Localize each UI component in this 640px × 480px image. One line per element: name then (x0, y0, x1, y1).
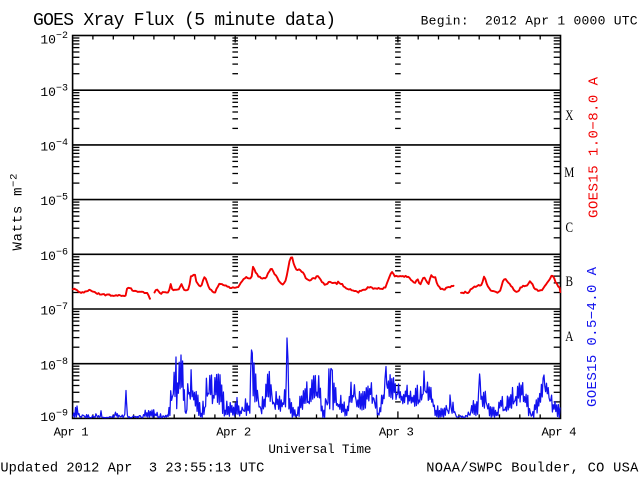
svg-text:Updated 2012 Apr 3 23:55:13 U: Updated 2012 Apr 3 23:55:13 UTC (0, 462, 264, 477)
svg-text:GOES Xray Flux (5 minute data): GOES Xray Flux (5 minute data) (33, 11, 336, 31)
svg-text:C: C (566, 219, 574, 236)
svg-text:GOES15 1.0−8.0 A: GOES15 1.0−8.0 A (587, 76, 603, 218)
svg-text:Apr 4: Apr 4 (542, 426, 577, 440)
svg-text:Apr 1: Apr 1 (54, 426, 89, 440)
svg-text:Apr 3: Apr 3 (379, 426, 414, 440)
svg-text:GOES15 0.5−4.0 A: GOES15 0.5−4.0 A (585, 266, 601, 407)
svg-text:Apr 2: Apr 2 (216, 426, 251, 440)
svg-text:X: X (565, 107, 574, 124)
svg-text:M: M (564, 164, 574, 181)
svg-text:Begin: 2012 Apr 1 0000 UTC: Begin: 2012 Apr 1 0000 UTC (421, 14, 638, 29)
svg-text:B: B (566, 273, 574, 290)
svg-text:Watts m−2: Watts m−2 (9, 174, 27, 251)
svg-text:Universal Time: Universal Time (268, 443, 371, 457)
svg-text:A: A (565, 328, 574, 345)
svg-text:NOAA/SWPC Boulder, CO USA: NOAA/SWPC Boulder, CO USA (426, 462, 639, 477)
